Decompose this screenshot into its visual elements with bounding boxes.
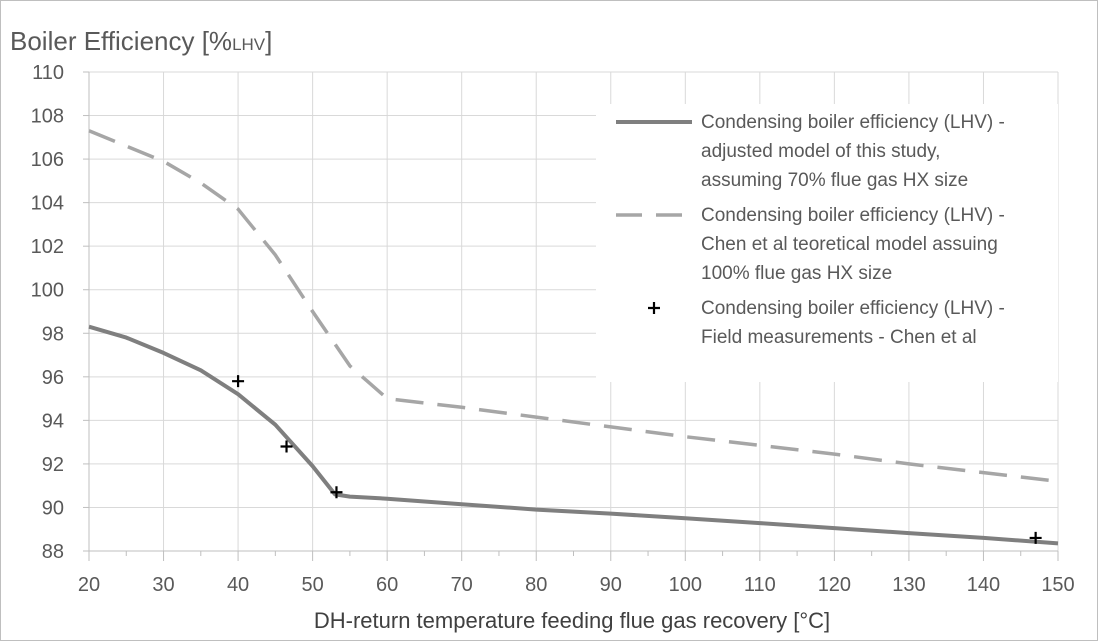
y-tick-label: 104 xyxy=(31,193,64,215)
y-tick-label: 88 xyxy=(42,541,64,563)
y-tick-label: 110 xyxy=(32,62,64,84)
series-lines xyxy=(88,129,1059,546)
field-measurement-point xyxy=(330,486,343,499)
field-measurement-point xyxy=(1029,531,1042,544)
x-tick-label: 30 xyxy=(152,574,174,596)
field-markers xyxy=(232,375,1042,544)
legend-entry-label: Condensing boiler efficiency (LHV) -Chen… xyxy=(701,205,1005,284)
y-tick-label: 98 xyxy=(42,323,64,345)
x-tick-label: 120 xyxy=(818,574,851,596)
x-tick-label: 80 xyxy=(525,574,547,596)
axes xyxy=(83,71,1059,561)
y-axis-title: Boiler Efficiency [%LHV] xyxy=(10,26,272,56)
y-tick-label: 108 xyxy=(31,106,64,128)
x-tick-label: 90 xyxy=(600,574,622,596)
y-tick-label: 94 xyxy=(42,410,64,432)
legend-background xyxy=(596,104,1058,382)
field-measurement-point xyxy=(232,375,245,388)
y-tick-label: 106 xyxy=(31,149,64,171)
legend-entry-label: Condensing boiler efficiency (LHV) -Fiel… xyxy=(701,298,1005,348)
x-tick-labels: 20 30 40 50 60 70 80 90 100 110 120 130 140 150 xyxy=(78,574,1075,596)
x-tick-label: 70 xyxy=(451,574,473,596)
y-tick-label: 96 xyxy=(42,367,64,389)
x-tick-label: 40 xyxy=(227,574,249,596)
field-measurement-point xyxy=(280,440,293,453)
y-tick-label: 100 xyxy=(31,280,64,302)
x-tick-label: 100 xyxy=(669,574,702,596)
y-tick-label: 90 xyxy=(42,497,64,519)
x-axis-title: DH-return temperature feeding flue gas r… xyxy=(314,608,830,633)
x-tick-label: 20 xyxy=(78,574,100,596)
y-tick-labels: 88 90 92 94 96 98 100 102 104 106 108 110 xyxy=(31,62,64,563)
x-tick-label: 130 xyxy=(892,574,925,596)
y-tick-label: 102 xyxy=(31,236,64,258)
y-tick-label: 92 xyxy=(42,454,64,476)
x-tick-label: 50 xyxy=(301,574,323,596)
series-line-chen-model xyxy=(88,129,1059,484)
x-tick-label: 140 xyxy=(967,574,1000,596)
series-line-adjusted-model xyxy=(88,324,1059,546)
legend: Condensing boiler efficiency (LHV) -adju… xyxy=(616,112,1005,348)
legend-swatch-marker xyxy=(648,302,660,314)
x-tick-label: 150 xyxy=(1041,574,1074,596)
legend-entry-label: Condensing boiler efficiency (LHV) -adju… xyxy=(701,112,1005,191)
x-tick-label: 60 xyxy=(376,574,398,596)
x-tick-label: 110 xyxy=(744,574,776,596)
